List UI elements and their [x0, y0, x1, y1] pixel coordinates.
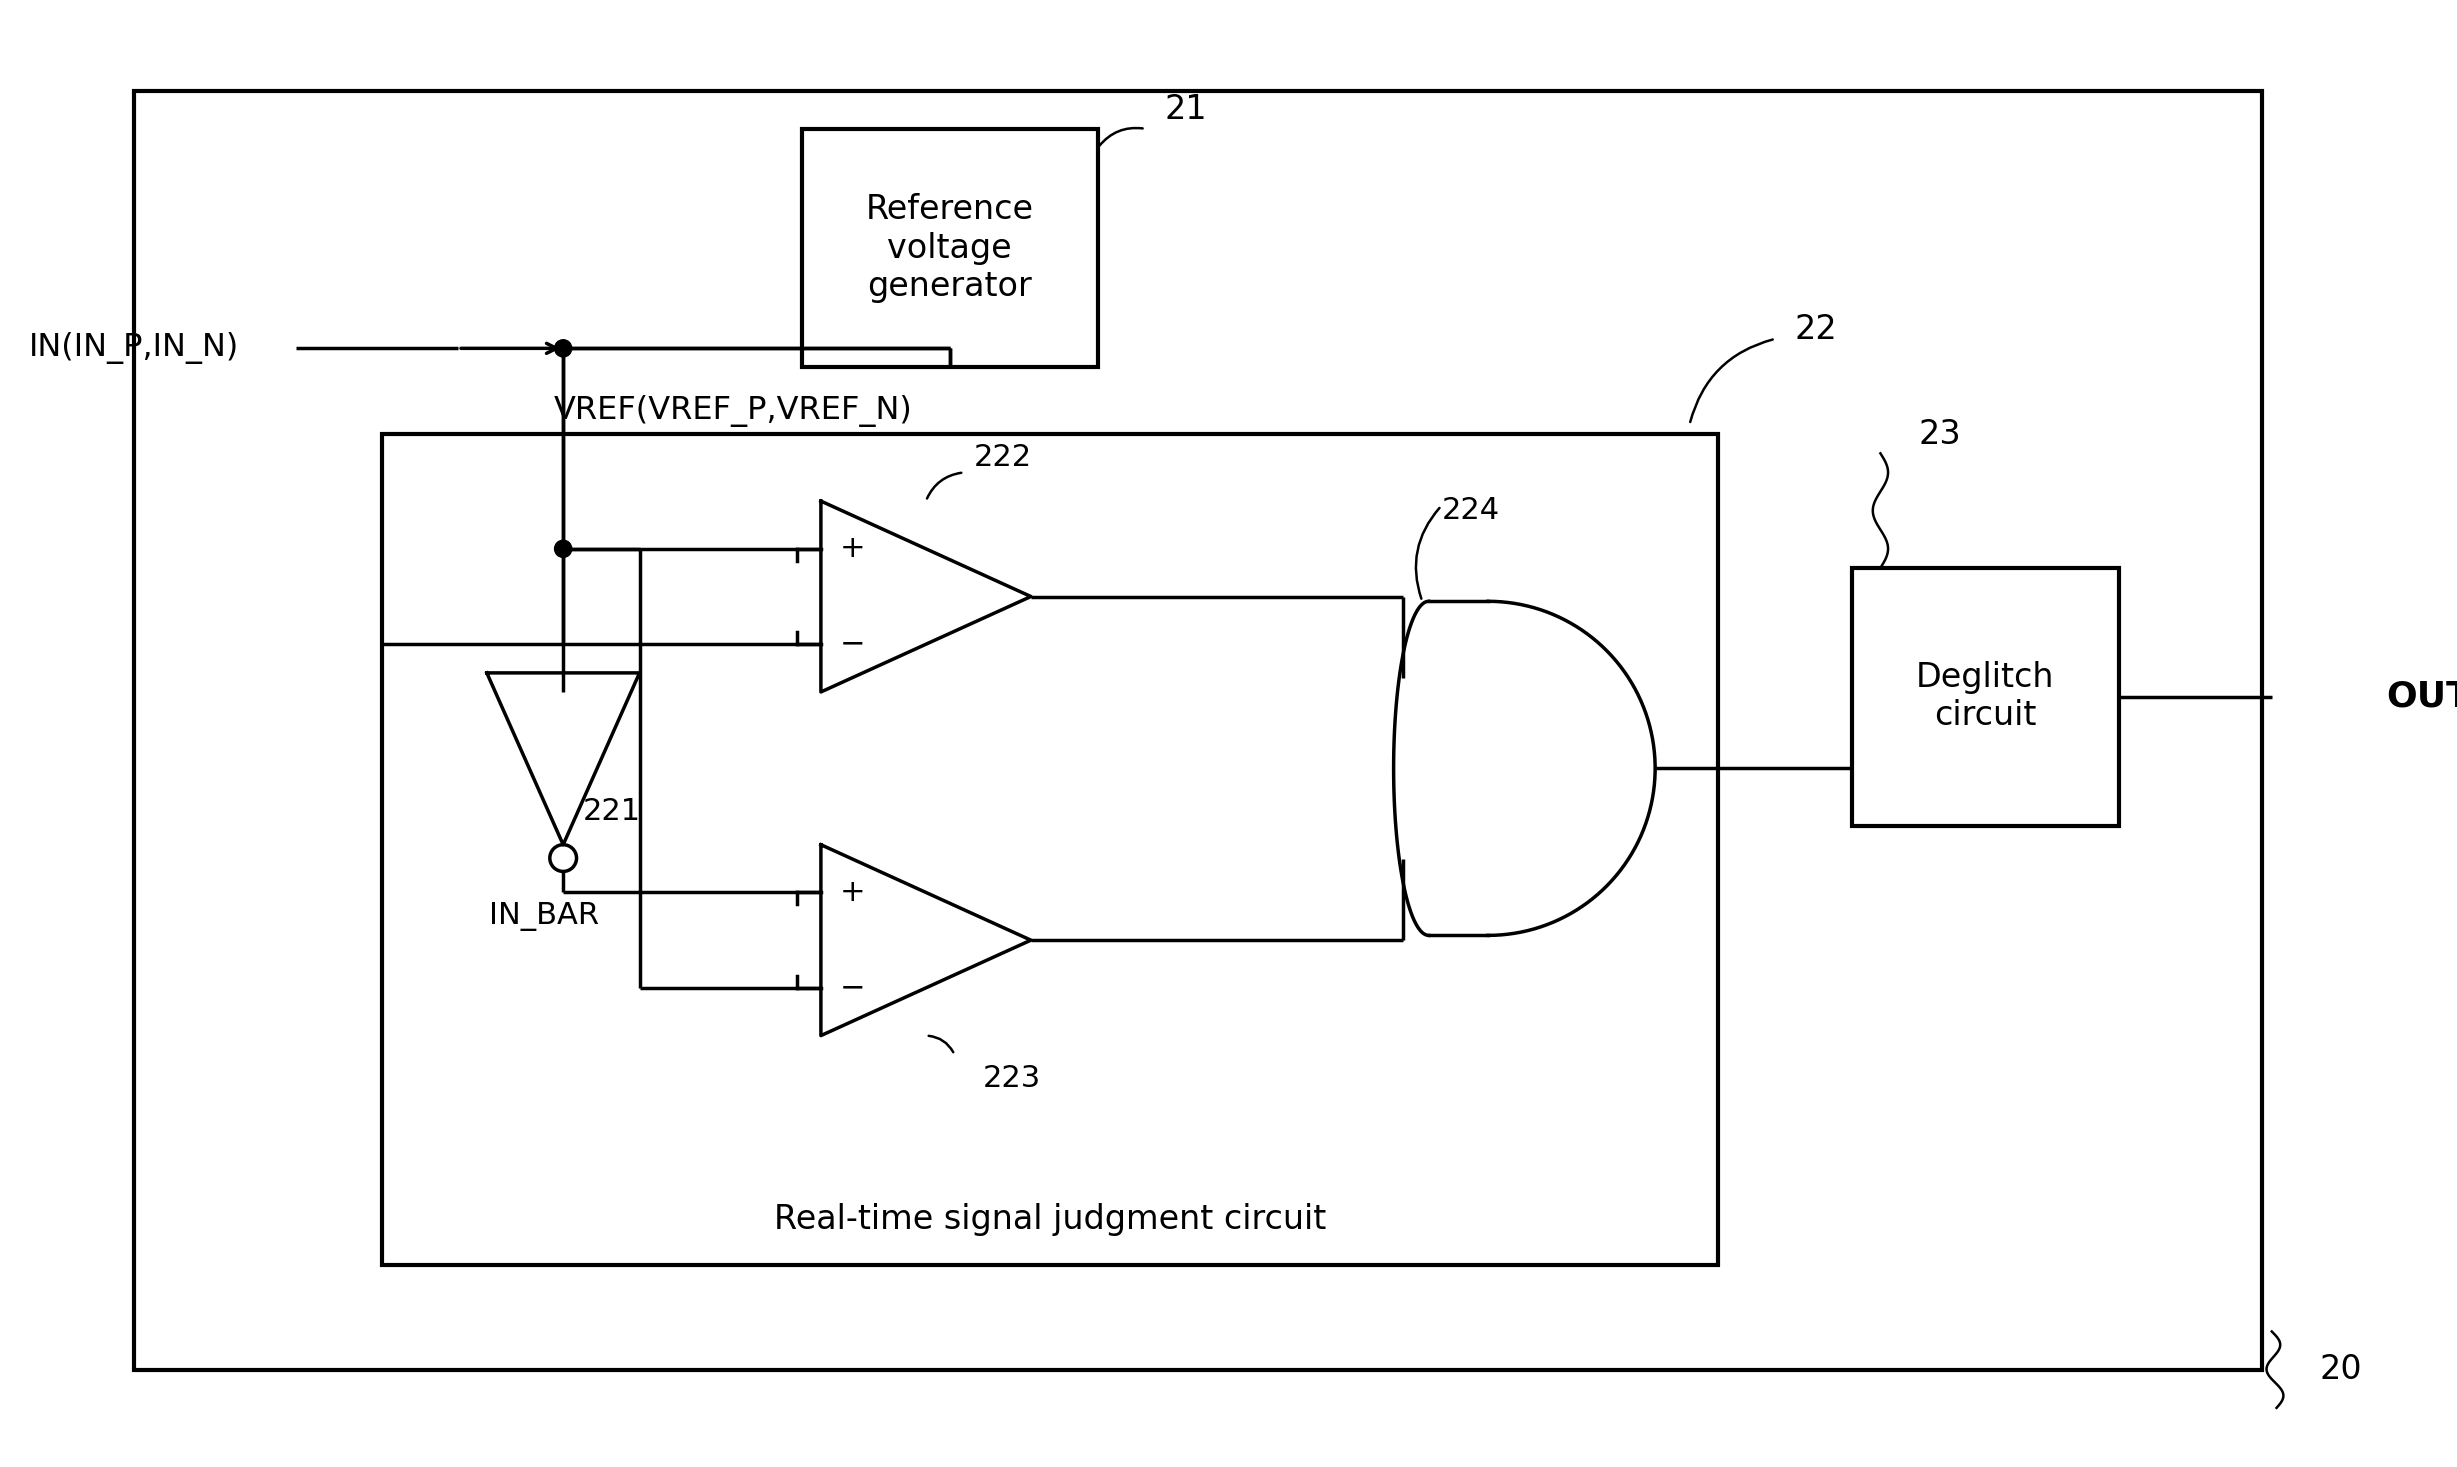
- Text: 21: 21: [1165, 94, 1206, 126]
- Text: Reference
voltage
generator: Reference voltage generator: [865, 194, 1034, 302]
- Text: 222: 222: [973, 443, 1032, 472]
- FancyArrowPatch shape: [926, 472, 961, 499]
- FancyArrowPatch shape: [1690, 339, 1774, 422]
- Bar: [801, 129, 1098, 367]
- Text: IN_BAR: IN_BAR: [489, 902, 600, 932]
- FancyArrowPatch shape: [1098, 128, 1143, 145]
- Text: +: +: [840, 877, 865, 907]
- Text: −: −: [840, 974, 865, 1002]
- Text: 224: 224: [1442, 496, 1499, 525]
- Text: −: −: [840, 629, 865, 659]
- Circle shape: [555, 340, 572, 356]
- Bar: [1853, 568, 2118, 826]
- Bar: [381, 434, 1717, 1265]
- Circle shape: [555, 540, 572, 557]
- Text: +: +: [840, 534, 865, 563]
- Text: IN(IN_P,IN_N): IN(IN_P,IN_N): [29, 333, 238, 364]
- Text: OUT: OUT: [2386, 679, 2457, 714]
- Text: 223: 223: [983, 1064, 1042, 1093]
- FancyArrowPatch shape: [929, 1036, 953, 1052]
- Text: 20: 20: [2319, 1353, 2361, 1386]
- Text: 221: 221: [582, 797, 641, 826]
- Text: 22: 22: [1794, 312, 1838, 346]
- Text: 23: 23: [1919, 418, 1961, 450]
- FancyArrowPatch shape: [1415, 508, 1440, 599]
- Text: Real-time signal judgment circuit: Real-time signal judgment circuit: [774, 1203, 1327, 1237]
- Text: Deglitch
circuit: Deglitch circuit: [1916, 662, 2054, 732]
- Text: VREF(VREF_P,VREF_N): VREF(VREF_P,VREF_N): [553, 395, 912, 427]
